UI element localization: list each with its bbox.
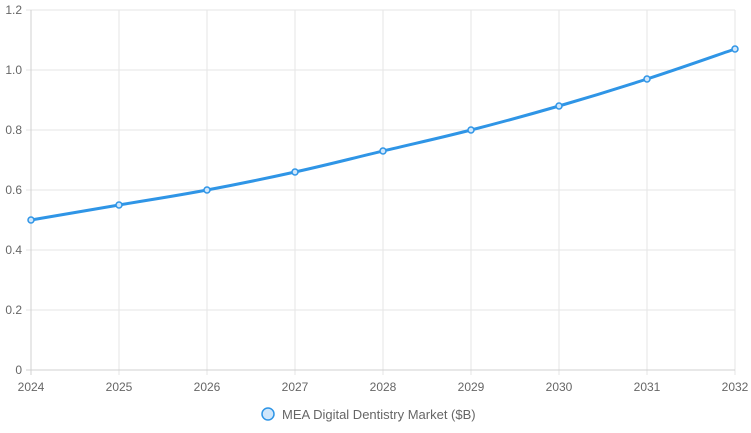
y-tick-label: 0.4 [5, 243, 22, 257]
series-layer [27, 45, 739, 224]
grid-lines [26, 9, 736, 375]
x-tick-label: 2025 [106, 380, 133, 394]
data-point [203, 186, 211, 194]
data-point [555, 102, 563, 110]
x-tick-label: 2024 [18, 380, 45, 394]
legend-swatch [261, 407, 275, 421]
y-tick-label: 1.2 [5, 3, 22, 17]
data-point [27, 216, 35, 224]
y-tick-label: 0.8 [5, 123, 22, 137]
data-point [643, 75, 651, 83]
data-point [291, 168, 299, 176]
x-tick-label: 2031 [634, 380, 661, 394]
x-tick-label: 2027 [282, 380, 309, 394]
data-point [731, 45, 739, 53]
y-tick-label: 0 [15, 363, 22, 377]
y-tick-label: 0.2 [5, 303, 22, 317]
y-tick-label: 0.6 [5, 183, 22, 197]
x-tick-label: 2026 [194, 380, 221, 394]
x-tick-label: 2029 [458, 380, 485, 394]
legend-label: MEA Digital Dentistry Market ($B) [282, 407, 476, 422]
x-tick-label: 2030 [546, 380, 573, 394]
y-axis-tick-labels: 0 0.2 0.4 0.6 0.8 1.0 1.2 [5, 3, 22, 377]
legend[interactable]: MEA Digital Dentistry Market ($B) [261, 407, 476, 422]
x-tick-label: 2032 [722, 380, 749, 394]
data-point [467, 126, 475, 134]
axes [26, 10, 735, 375]
data-point [115, 201, 123, 209]
x-tick-label: 2028 [370, 380, 397, 394]
y-tick-label: 1.0 [5, 63, 22, 77]
x-axis-tick-labels: 2024 2025 2026 2027 2028 2029 2030 2031 2032 [18, 380, 749, 394]
data-point [379, 147, 387, 155]
